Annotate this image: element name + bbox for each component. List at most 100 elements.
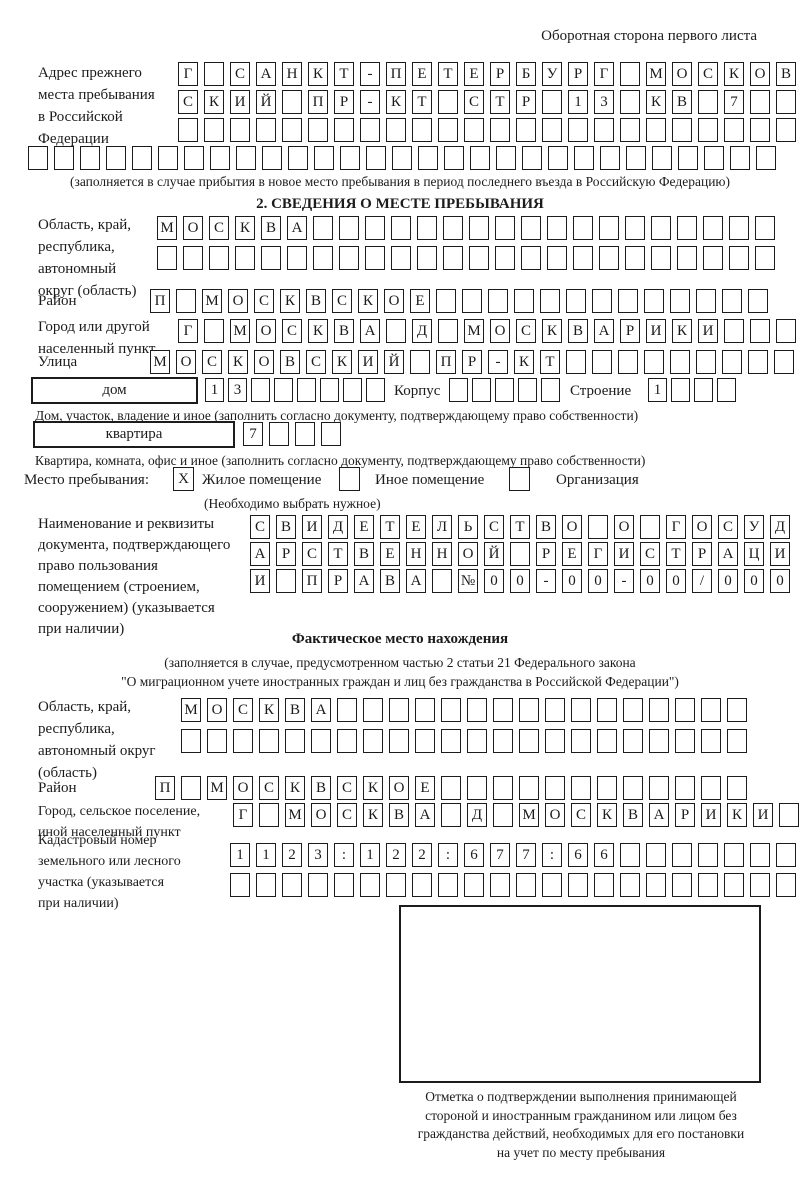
char-cell[interactable]	[748, 289, 768, 313]
char-cell[interactable]	[320, 378, 339, 402]
char-cell[interactable]: О	[614, 515, 634, 539]
char-cell[interactable]	[540, 289, 560, 313]
char-cell[interactable]	[262, 146, 282, 170]
checkbox-organizatsiya[interactable]	[509, 467, 530, 491]
char-cell[interactable]	[158, 146, 178, 170]
char-cell[interactable]	[649, 698, 669, 722]
char-cell[interactable]: С	[306, 350, 326, 374]
char-cell[interactable]: И	[753, 803, 773, 827]
char-cell[interactable]: В	[568, 319, 588, 343]
char-cell[interactable]	[545, 729, 565, 753]
char-cell[interactable]	[233, 729, 253, 753]
char-cell[interactable]: 1	[205, 378, 224, 402]
char-cell[interactable]	[469, 246, 489, 270]
char-cell[interactable]	[548, 146, 568, 170]
char-cell[interactable]: К	[228, 350, 248, 374]
char-cell[interactable]	[288, 146, 308, 170]
char-cell[interactable]	[321, 422, 341, 446]
char-cell[interactable]	[256, 118, 276, 142]
char-cell[interactable]: 7	[243, 422, 263, 446]
char-cell[interactable]: М	[285, 803, 305, 827]
char-cell[interactable]: А	[360, 319, 380, 343]
checkbox-inoe[interactable]	[339, 467, 360, 491]
char-cell[interactable]	[675, 776, 695, 800]
char-cell[interactable]	[541, 378, 560, 402]
char-cell[interactable]: -	[360, 62, 380, 86]
char-cell[interactable]	[464, 873, 484, 897]
char-cell[interactable]: Е	[406, 515, 426, 539]
char-cell[interactable]: М	[207, 776, 227, 800]
char-cell[interactable]: О	[384, 289, 404, 313]
char-cell[interactable]	[620, 62, 640, 86]
char-cell[interactable]: В	[280, 350, 300, 374]
char-cell[interactable]: 1	[230, 843, 250, 867]
char-cell[interactable]: 0	[588, 569, 608, 593]
char-cell[interactable]: Т	[510, 515, 530, 539]
char-cell[interactable]	[649, 776, 669, 800]
char-cell[interactable]	[675, 698, 695, 722]
char-cell[interactable]: 1	[360, 843, 380, 867]
char-cell[interactable]: М	[464, 319, 484, 343]
char-cell[interactable]: №	[458, 569, 478, 593]
char-cell[interactable]: -	[360, 90, 380, 114]
char-cell[interactable]	[620, 843, 640, 867]
char-cell[interactable]: 0	[484, 569, 504, 593]
char-cell[interactable]: К	[386, 90, 406, 114]
char-cell[interactable]	[727, 776, 747, 800]
char-cell[interactable]: О	[692, 515, 712, 539]
char-cell[interactable]	[438, 90, 458, 114]
char-cell[interactable]: К	[285, 776, 305, 800]
char-cell[interactable]: Т	[666, 542, 686, 566]
char-cell[interactable]	[282, 90, 302, 114]
char-cell[interactable]	[729, 246, 749, 270]
char-cell[interactable]	[574, 146, 594, 170]
kvartira-field-box[interactable]: квартира	[33, 421, 235, 448]
char-cell[interactable]	[514, 289, 534, 313]
char-cell[interactable]: У	[542, 62, 562, 86]
char-cell[interactable]	[334, 873, 354, 897]
char-cell[interactable]: Ь	[458, 515, 478, 539]
char-cell[interactable]	[366, 146, 386, 170]
char-cell[interactable]: В	[261, 216, 281, 240]
char-cell[interactable]	[417, 216, 437, 240]
char-cell[interactable]	[54, 146, 74, 170]
char-cell[interactable]: 6	[594, 843, 614, 867]
char-cell[interactable]	[276, 569, 296, 593]
char-cell[interactable]	[204, 319, 224, 343]
char-cell[interactable]: Г	[178, 319, 198, 343]
char-cell[interactable]	[698, 90, 718, 114]
char-cell[interactable]	[640, 515, 660, 539]
char-cell[interactable]	[490, 873, 510, 897]
char-cell[interactable]	[755, 216, 775, 240]
char-cell[interactable]	[592, 289, 612, 313]
char-cell[interactable]: О	[233, 776, 253, 800]
char-cell[interactable]: В	[285, 698, 305, 722]
char-cell[interactable]	[701, 776, 721, 800]
char-cell[interactable]: -	[614, 569, 634, 593]
char-cell[interactable]: К	[332, 350, 352, 374]
char-cell[interactable]	[724, 118, 744, 142]
char-cell[interactable]: 6	[568, 843, 588, 867]
char-cell[interactable]	[438, 873, 458, 897]
char-cell[interactable]: О	[545, 803, 565, 827]
char-cell[interactable]	[235, 246, 255, 270]
char-cell[interactable]: К	[672, 319, 692, 343]
char-cell[interactable]	[443, 216, 463, 240]
char-cell[interactable]: Н	[406, 542, 426, 566]
char-cell[interactable]	[415, 729, 435, 753]
char-cell[interactable]	[308, 118, 328, 142]
char-cell[interactable]: В	[276, 515, 296, 539]
char-cell[interactable]	[696, 289, 716, 313]
char-cell[interactable]: 7	[724, 90, 744, 114]
char-cell[interactable]: 1	[256, 843, 276, 867]
char-cell[interactable]	[313, 246, 333, 270]
char-cell[interactable]: О	[228, 289, 248, 313]
char-cell[interactable]: :	[334, 843, 354, 867]
char-cell[interactable]: :	[542, 843, 562, 867]
char-cell[interactable]	[774, 350, 794, 374]
char-cell[interactable]	[547, 216, 567, 240]
char-cell[interactable]: П	[302, 569, 322, 593]
char-cell[interactable]	[625, 246, 645, 270]
char-cell[interactable]: Т	[540, 350, 560, 374]
char-cell[interactable]: К	[597, 803, 617, 827]
